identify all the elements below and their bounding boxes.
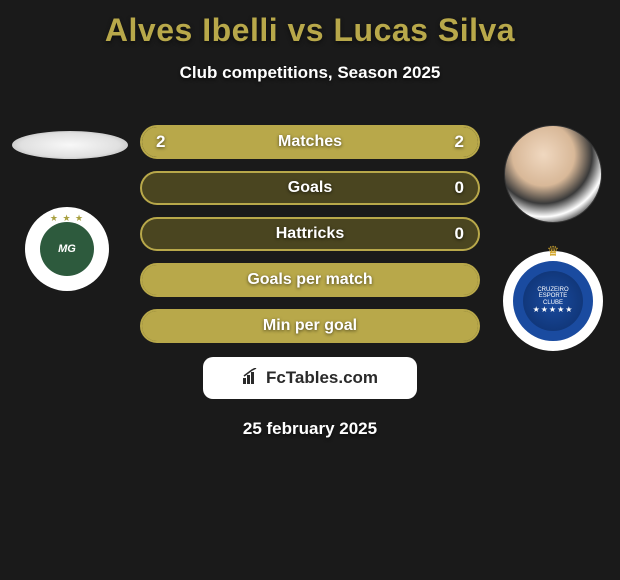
stat-row: Goals 0 (140, 171, 480, 205)
page-subtitle: Club competitions, Season 2025 (0, 63, 620, 83)
club-right-stars-icon: ★★★★★ (533, 306, 574, 315)
club-right-text-mid: ESPORTE (539, 293, 568, 300)
stat-value-right: 2 (455, 132, 464, 152)
stat-label: Goals per match (247, 271, 372, 289)
club-left-badge: MG (40, 222, 94, 276)
stat-value-right: 0 (455, 224, 464, 244)
stat-value-right: 0 (455, 178, 464, 198)
player-right-avatar (504, 125, 602, 223)
page-title: Alves Ibelli vs Lucas Silva (0, 0, 620, 49)
stats-list: 2 Matches 2 Goals 0 Hattricks 0 Goals per match… (140, 125, 480, 343)
stat-row: 2 Matches 2 (140, 125, 480, 159)
stat-label: Goals (288, 179, 332, 197)
watermark-badge: FcTables.com (203, 357, 417, 399)
stat-value-left: 2 (156, 132, 165, 152)
chart-icon (242, 368, 262, 389)
stat-label: Matches (278, 133, 342, 151)
comparison-panel: ★ ★ ★ MG ♛ CRUZEIRO ESPORTE CLUBE ★★★★★ … (0, 125, 620, 439)
player-left-club-logo: ★ ★ ★ MG (25, 207, 109, 291)
watermark-text: FcTables.com (266, 368, 378, 388)
stat-label: Min per goal (263, 317, 357, 335)
stat-row: Min per goal (140, 309, 480, 343)
player-left-column: ★ ★ ★ MG (12, 125, 122, 291)
crown-icon: ♛ (547, 243, 560, 260)
comparison-date: 25 february 2025 (0, 419, 620, 439)
stat-row: Hattricks 0 (140, 217, 480, 251)
player-left-avatar (12, 131, 128, 159)
player-right-column: ♛ CRUZEIRO ESPORTE CLUBE ★★★★★ (498, 125, 608, 351)
player-right-club-logo: ♛ CRUZEIRO ESPORTE CLUBE ★★★★★ (503, 251, 603, 351)
club-right-badge: CRUZEIRO ESPORTE CLUBE ★★★★★ (523, 271, 583, 331)
stat-row: Goals per match (140, 263, 480, 297)
club-right-text-top: CRUZEIRO (537, 287, 568, 294)
stat-label: Hattricks (276, 225, 344, 243)
club-left-stars-icon: ★ ★ ★ (50, 213, 84, 224)
